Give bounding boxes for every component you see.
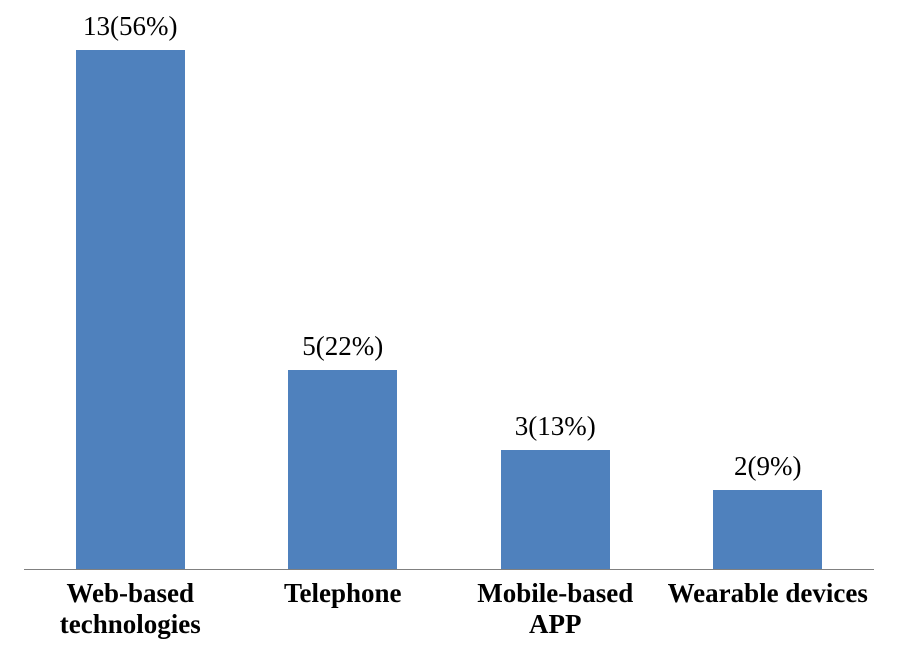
x-axis-label: Wearable devices [662,578,875,640]
x-axis-line [24,569,874,570]
bar-slot: 2(9%) [662,451,875,570]
bar-slot: 5(22%) [237,331,450,570]
bar-slot: 13(56%) [24,11,237,570]
bar-chart: 13(56%) 5(22%) 3(13%) 2(9%) Web-based te… [0,0,898,652]
bar-rect [288,370,397,570]
bar-value-label: 2(9%) [734,451,801,482]
x-axis-labels: Web-based technologies Telephone Mobile-… [24,578,874,640]
x-axis-label: Telephone [237,578,450,640]
bars-container: 13(56%) 5(22%) 3(13%) 2(9%) [24,10,874,570]
plot-area: 13(56%) 5(22%) 3(13%) 2(9%) [24,10,874,570]
x-axis-label: Mobile-based APP [449,578,662,640]
x-axis-label: Web-based technologies [24,578,237,640]
bar-rect [501,450,610,570]
bar-rect [713,490,822,570]
bar-value-label: 5(22%) [302,331,383,362]
bar-value-label: 13(56%) [83,11,177,42]
bar-rect [76,50,185,570]
bar-slot: 3(13%) [449,411,662,570]
bar-value-label: 3(13%) [515,411,596,442]
